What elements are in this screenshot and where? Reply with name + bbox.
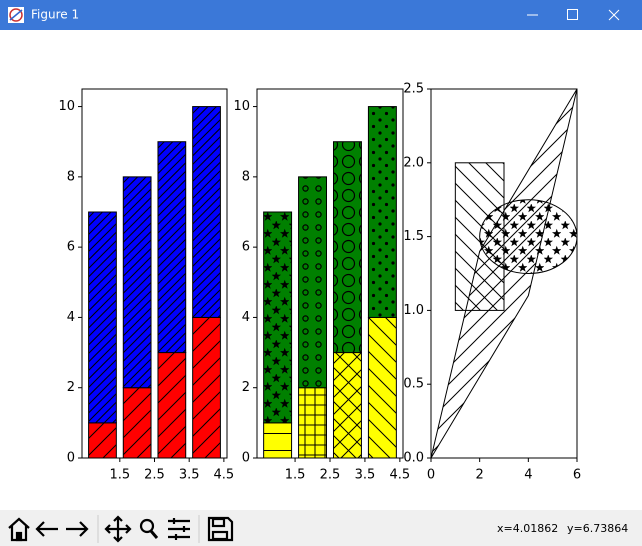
x-tick-label: 0 [427, 468, 435, 483]
bar-hatch [263, 422, 293, 459]
x-tick-label: 6 [573, 468, 581, 483]
y-tick-label: 1.5 [403, 229, 424, 244]
bar-hatch [192, 316, 221, 459]
bar-hatch [192, 106, 221, 318]
y-tick-label: 4 [242, 310, 250, 325]
y-tick-label: 2.5 [403, 82, 424, 97]
bar-hatch [367, 316, 397, 459]
close-button[interactable] [608, 9, 620, 21]
app-icon [8, 7, 24, 23]
x-tick-label: 1.5 [285, 468, 306, 483]
y-tick-label: 4 [67, 310, 75, 325]
y-tick-label: 8 [242, 169, 250, 184]
bar-hatch [332, 141, 362, 354]
bar-hatch [332, 352, 362, 459]
y-tick-label: 2 [67, 380, 75, 395]
bar-hatch [263, 211, 293, 424]
y-tick-label: 0 [67, 451, 75, 466]
title-bar [0, 0, 642, 30]
x-tick-label: 2 [476, 468, 484, 483]
bar-hatch [298, 387, 328, 459]
bar-hatch [157, 352, 187, 459]
x-tick-label: 2.5 [144, 468, 165, 483]
y-tick-label: 0 [242, 451, 250, 466]
back-button[interactable] [35, 521, 58, 537]
x-tick-label: 3.5 [355, 468, 376, 483]
y-tick-label: 0.5 [403, 377, 424, 392]
status-x: x=4.01862 [497, 522, 558, 535]
y-tick-label: 6 [67, 240, 75, 255]
x-tick-label: 4.5 [390, 468, 411, 483]
y-tick-label: 1.0 [403, 303, 424, 318]
y-tick-label: 2.0 [403, 155, 424, 170]
bar-hatch [88, 422, 117, 459]
status-y: y=6.73864 [567, 522, 628, 535]
y-tick-label: 8 [67, 169, 75, 184]
hatched-ellipse [479, 199, 578, 275]
forward-button[interactable] [66, 521, 89, 537]
bar-hatch [122, 387, 152, 459]
y-tick-label: 10 [233, 99, 250, 114]
y-tick-label: 10 [58, 99, 75, 114]
pan-button[interactable] [104, 515, 132, 543]
configure-button[interactable] [168, 518, 190, 540]
y-tick-label: 6 [242, 240, 250, 255]
bar-hatch [367, 106, 397, 318]
x-tick-label: 3.5 [179, 468, 200, 483]
x-tick-label: 2.5 [320, 468, 341, 483]
bar-hatch [157, 141, 187, 354]
zoom-button[interactable] [139, 518, 159, 539]
y-tick-label: 2 [242, 380, 250, 395]
bar-hatch [88, 211, 117, 424]
bar-hatch [298, 176, 328, 389]
axes-frame [430, 88, 578, 459]
toolbar-separator [97, 515, 200, 543]
window-title: Figure 1 [31, 8, 79, 22]
x-tick-label: 4.5 [214, 468, 235, 483]
save-button[interactable] [207, 516, 234, 542]
x-tick-label: 4 [524, 468, 532, 483]
y-tick-label: 0.0 [403, 451, 424, 466]
bar-hatch [122, 176, 152, 389]
home-button[interactable] [8, 517, 30, 542]
x-tick-label: 1.5 [109, 468, 130, 483]
maximize-button[interactable] [567, 9, 578, 20]
